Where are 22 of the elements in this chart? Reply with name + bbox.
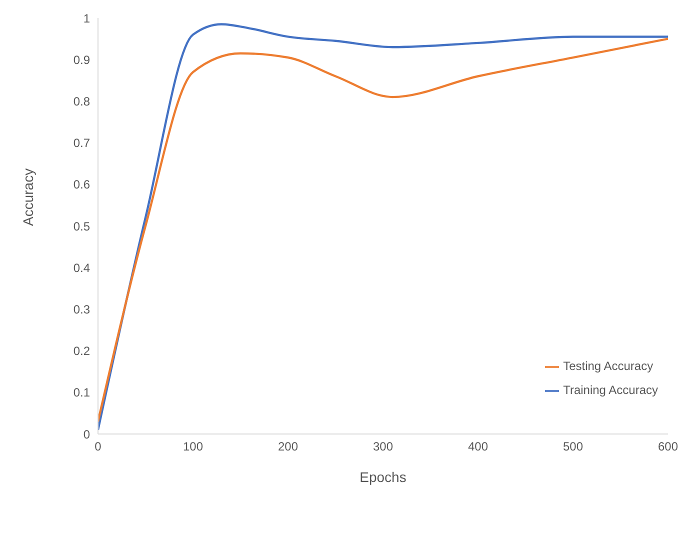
x-axis-title: Epochs — [360, 469, 406, 485]
y-tick-label: 0.8 — [73, 94, 90, 108]
x-tick-label: 600 — [658, 440, 678, 454]
y-tick-label: 0.5 — [73, 219, 90, 234]
y-tick-label: 0.4 — [73, 260, 90, 275]
x-tick-label: 100 — [182, 440, 204, 454]
x-tick-label: 400 — [468, 440, 488, 454]
y-tick-label: 1 — [83, 11, 90, 26]
y-tick-label: 0.1 — [73, 386, 90, 400]
y-tick-label: 0.6 — [73, 178, 90, 192]
x-tick-label: 200 — [278, 440, 298, 454]
y-tick-label: 0.3 — [73, 302, 90, 316]
y-tick-label: 0.2 — [73, 344, 90, 358]
y-tick-label: 0.7 — [73, 136, 90, 150]
legend-label: Testing Accuracy — [563, 359, 654, 373]
y-tick-label: 0 — [83, 427, 90, 442]
x-tick-label: 500 — [562, 440, 584, 454]
x-tick-label: 300 — [372, 440, 394, 454]
x-tick-label: 0 — [94, 440, 102, 454]
y-axis-title: Accuracy — [20, 168, 36, 226]
y-tick-label: 0.9 — [73, 52, 90, 67]
legend-label: Training Accuracy — [563, 383, 658, 397]
